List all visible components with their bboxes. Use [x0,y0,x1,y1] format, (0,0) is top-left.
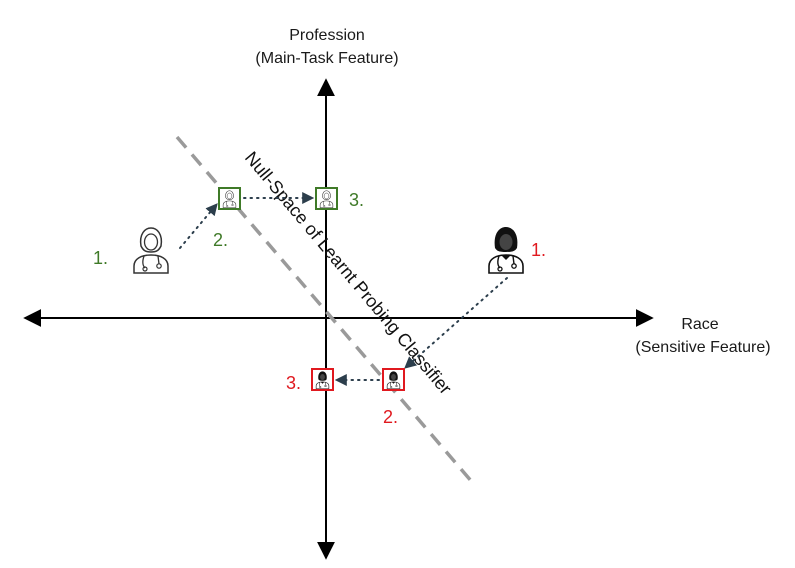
x-axis-label-line2: (Sensitive Feature) [635,339,770,356]
y-axis-label-line1: Profession [289,27,365,44]
female-projection-arrow [179,203,218,249]
male-step-2-label: 2. [383,407,398,427]
female-step-3-label: 3. [349,190,364,210]
female-final-box [315,187,338,210]
y-axis-label-line2: (Main-Task Feature) [255,50,398,67]
female-step-1-label: 1. [93,248,108,268]
male-final-box [311,368,334,391]
null-space-label: Null-Space of Learnt Probing Classifier [241,148,456,398]
male-step-3-label: 3. [286,373,301,393]
female-projected-box [218,187,241,210]
male-projected-box [382,368,405,391]
doctor-filled-icon [488,226,524,274]
female-doctor-outline-icon [133,227,169,274]
female-step-2-label: 2. [213,230,228,250]
x-axis-label-line1: Race [681,316,718,333]
male-step-1-label: 1. [531,240,546,260]
